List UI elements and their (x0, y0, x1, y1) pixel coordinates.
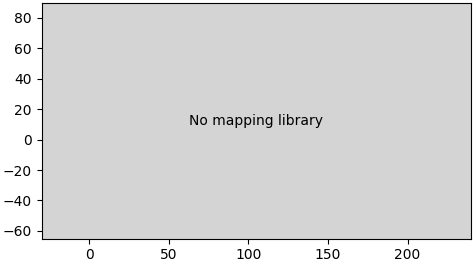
Text: No mapping library: No mapping library (190, 114, 323, 128)
